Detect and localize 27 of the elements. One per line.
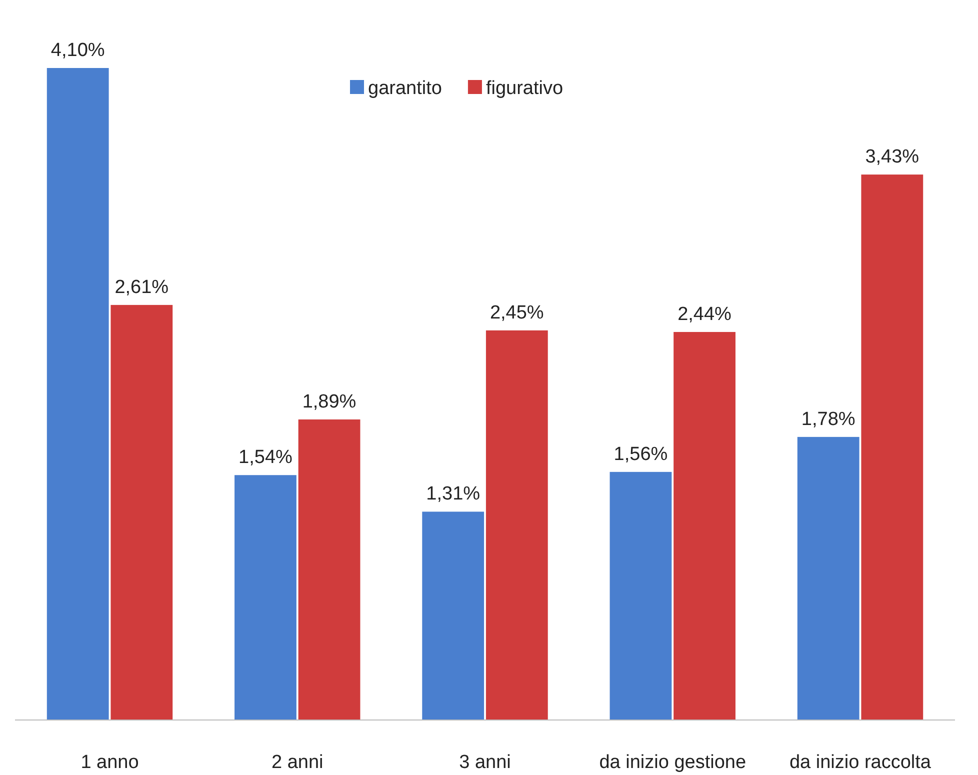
bar (234, 475, 296, 720)
data-label: 1,89% (302, 391, 356, 412)
bar (674, 332, 736, 720)
bar (46, 68, 109, 720)
bar (422, 512, 484, 720)
bar (797, 436, 860, 720)
data-label: 3,43% (865, 146, 920, 168)
x-tick-label: da inizio raccolta (789, 752, 932, 773)
data-label: 1,31% (426, 484, 480, 505)
legend-label: garantito (368, 78, 442, 99)
data-label: 2,45% (490, 302, 544, 324)
bar (610, 472, 672, 720)
bar (486, 330, 548, 720)
x-tick-label: 3 anni (459, 752, 511, 773)
bar (861, 174, 924, 720)
data-label: 2,61% (114, 276, 169, 298)
x-tick-label: da inizio gestione (599, 752, 746, 773)
data-label: 1,54% (238, 447, 293, 468)
bar (110, 304, 173, 720)
data-label: 1,78% (801, 408, 856, 430)
data-label: 2,44% (678, 304, 732, 325)
x-tick-label: 1 anno (80, 752, 139, 773)
data-label: 4,10% (50, 40, 105, 61)
legend-label: figurativo (486, 78, 564, 99)
x-tick-label: 2 anni (271, 752, 324, 773)
data-label: 1,56% (614, 444, 668, 465)
bar (298, 419, 360, 720)
